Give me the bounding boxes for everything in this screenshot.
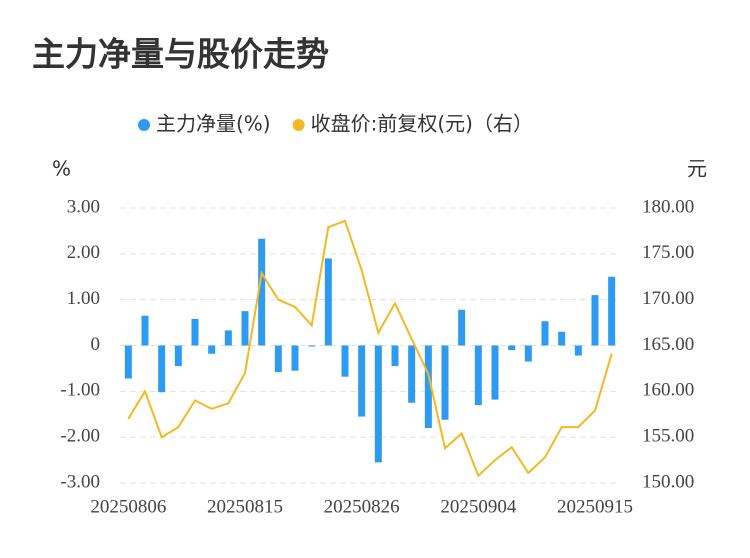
bar bbox=[291, 345, 299, 371]
y-tick-label: 1.00 bbox=[67, 288, 100, 309]
legend-label: 主力净量(%) bbox=[156, 112, 271, 136]
y2-tick-label: 160.00 bbox=[642, 380, 694, 401]
bar bbox=[274, 345, 282, 373]
chart-title: 主力净量与股价走势 bbox=[32, 35, 329, 74]
bar bbox=[508, 345, 516, 351]
bar bbox=[558, 331, 566, 346]
y-tick-label: 2.00 bbox=[67, 242, 100, 263]
bar bbox=[474, 345, 482, 406]
bar bbox=[358, 345, 366, 417]
y2-tick-label: 175.00 bbox=[642, 242, 694, 263]
price-line bbox=[127, 219, 613, 478]
bar bbox=[491, 345, 499, 400]
y-tick-label: -3.00 bbox=[60, 471, 100, 492]
x-tick-label: 20250815 bbox=[207, 496, 283, 517]
y-tick-label: -2.00 bbox=[60, 426, 100, 447]
x-tick-label: 20250915 bbox=[557, 496, 633, 517]
y2-tick-label: 155.00 bbox=[642, 426, 694, 447]
bar bbox=[391, 345, 399, 367]
bar bbox=[158, 345, 166, 393]
bar bbox=[191, 318, 199, 346]
bar bbox=[408, 345, 416, 403]
bar bbox=[374, 345, 382, 463]
legend-label: 收盘价:前复权(元)（右） bbox=[311, 112, 533, 136]
y2-axis-label: 元 bbox=[687, 157, 707, 181]
x-tick-label: 20250904 bbox=[440, 496, 517, 517]
bar bbox=[258, 238, 266, 346]
bar bbox=[324, 258, 332, 346]
y2-tick-label: 150.00 bbox=[642, 471, 694, 492]
bar bbox=[124, 345, 132, 379]
y-tick-label: 3.00 bbox=[67, 196, 100, 217]
bar bbox=[591, 295, 599, 346]
y2-tick-label: 180.00 bbox=[642, 196, 694, 217]
bar bbox=[541, 321, 549, 346]
bar bbox=[608, 276, 616, 346]
y-tick-label: -1.00 bbox=[60, 380, 100, 401]
x-tick-label: 20250806 bbox=[90, 496, 166, 517]
bar bbox=[424, 345, 432, 428]
bar bbox=[208, 345, 216, 354]
bar bbox=[224, 330, 232, 346]
bar bbox=[174, 345, 182, 367]
bar bbox=[141, 315, 149, 346]
bar bbox=[524, 345, 532, 362]
bar bbox=[574, 345, 582, 356]
bar bbox=[458, 309, 466, 346]
x-tick-label: 20250826 bbox=[324, 496, 400, 517]
y2-tick-label: 165.00 bbox=[642, 334, 694, 355]
bar bbox=[341, 345, 349, 377]
bar bbox=[308, 345, 316, 347]
legend-marker bbox=[292, 119, 305, 131]
legend-marker bbox=[138, 119, 150, 131]
y-axis-label: % bbox=[52, 157, 71, 181]
bar bbox=[241, 311, 249, 346]
y2-tick-label: 170.00 bbox=[642, 288, 694, 309]
y-tick-label: 0 bbox=[91, 334, 101, 355]
bar bbox=[441, 345, 449, 420]
